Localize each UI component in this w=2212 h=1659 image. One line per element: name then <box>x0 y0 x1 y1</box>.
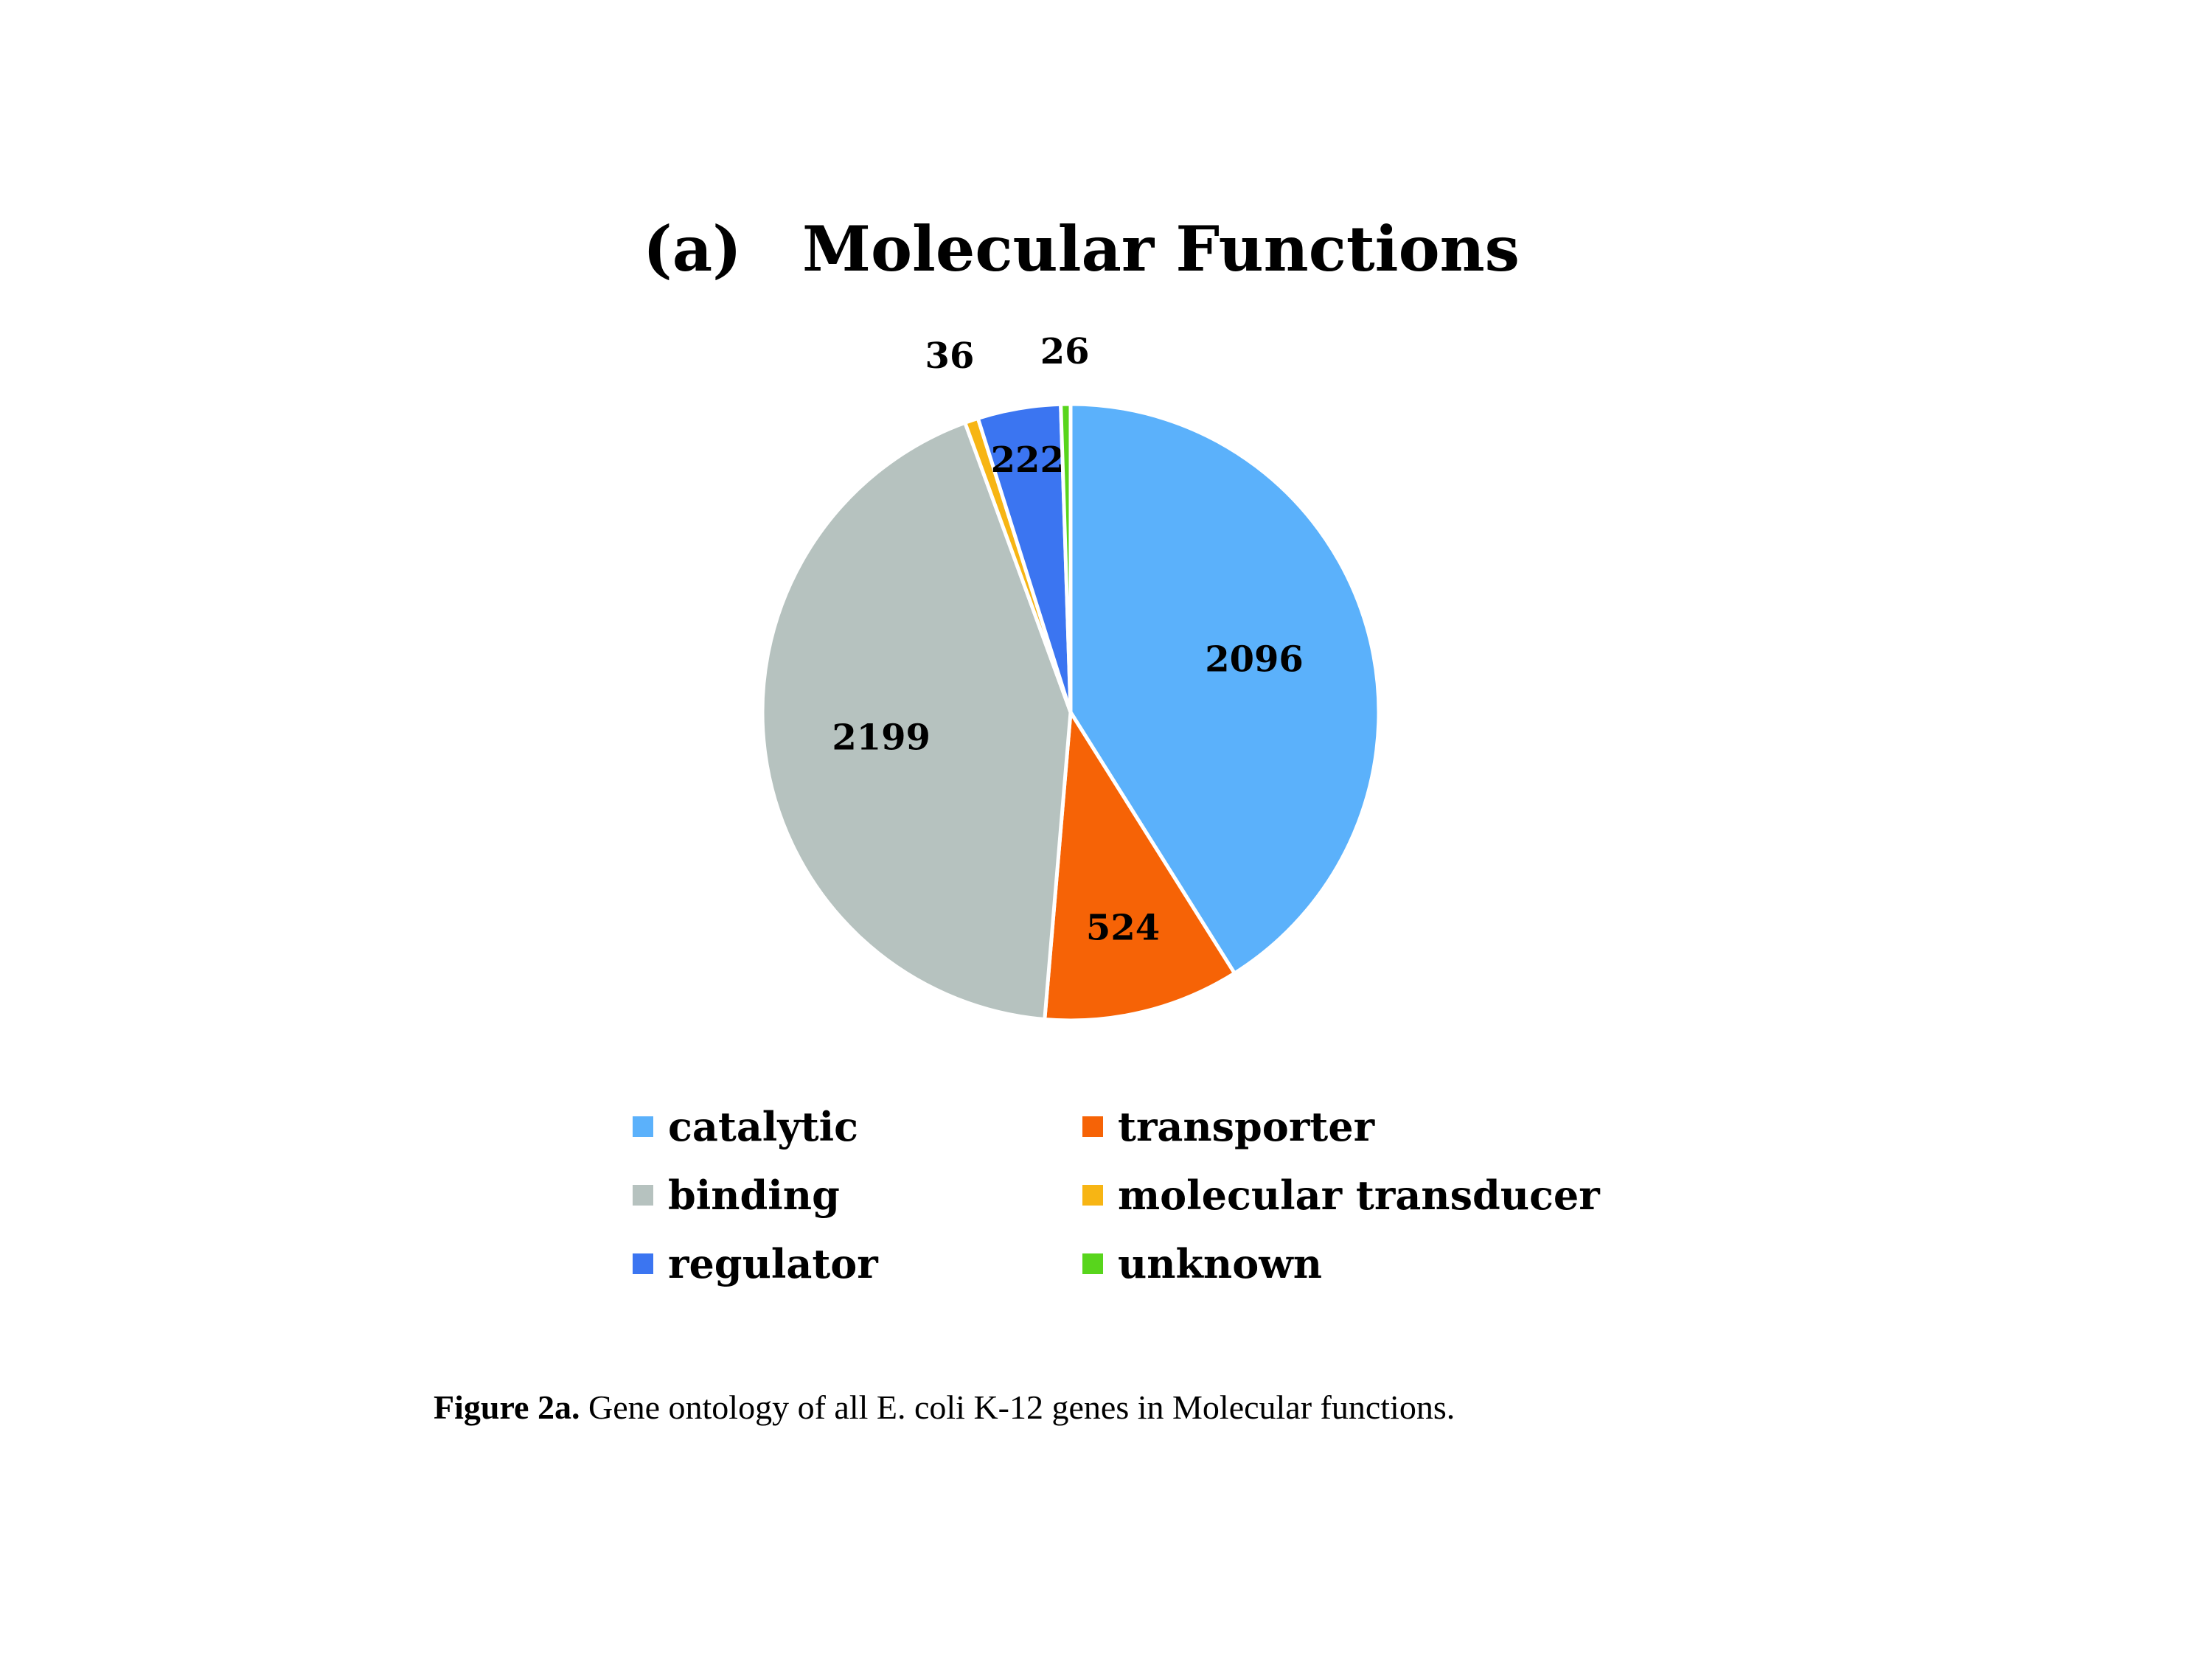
caption-lead: Figure 2a. <box>434 1388 580 1426</box>
data-label-molecular-transducer: 36 <box>925 335 975 377</box>
chart-title: (a) Molecular Functions <box>0 205 2212 293</box>
figure-caption: Figure 2a. Gene ontology of all E. coli … <box>434 1388 1455 1427</box>
pie-slice-transporter <box>1043 710 1237 1023</box>
data-label-unknown: 26 <box>1040 331 1090 372</box>
data-label-catalytic: 2096 <box>1205 639 1304 680</box>
data-label-binding: 2199 <box>832 717 931 758</box>
pie-slice-binding <box>760 420 1073 1022</box>
panel-label: (a) <box>643 212 742 285</box>
pie-slice-unknown <box>1059 402 1073 714</box>
pie-slice-catalytic <box>1068 402 1381 975</box>
caption-text: Gene ontology of all E. coli K-12 genes … <box>580 1388 1455 1426</box>
data-label-regulator: 222 <box>991 439 1065 481</box>
chart-title-text: Molecular Functions <box>802 212 1520 285</box>
data-label-transporter: 524 <box>1086 907 1160 948</box>
